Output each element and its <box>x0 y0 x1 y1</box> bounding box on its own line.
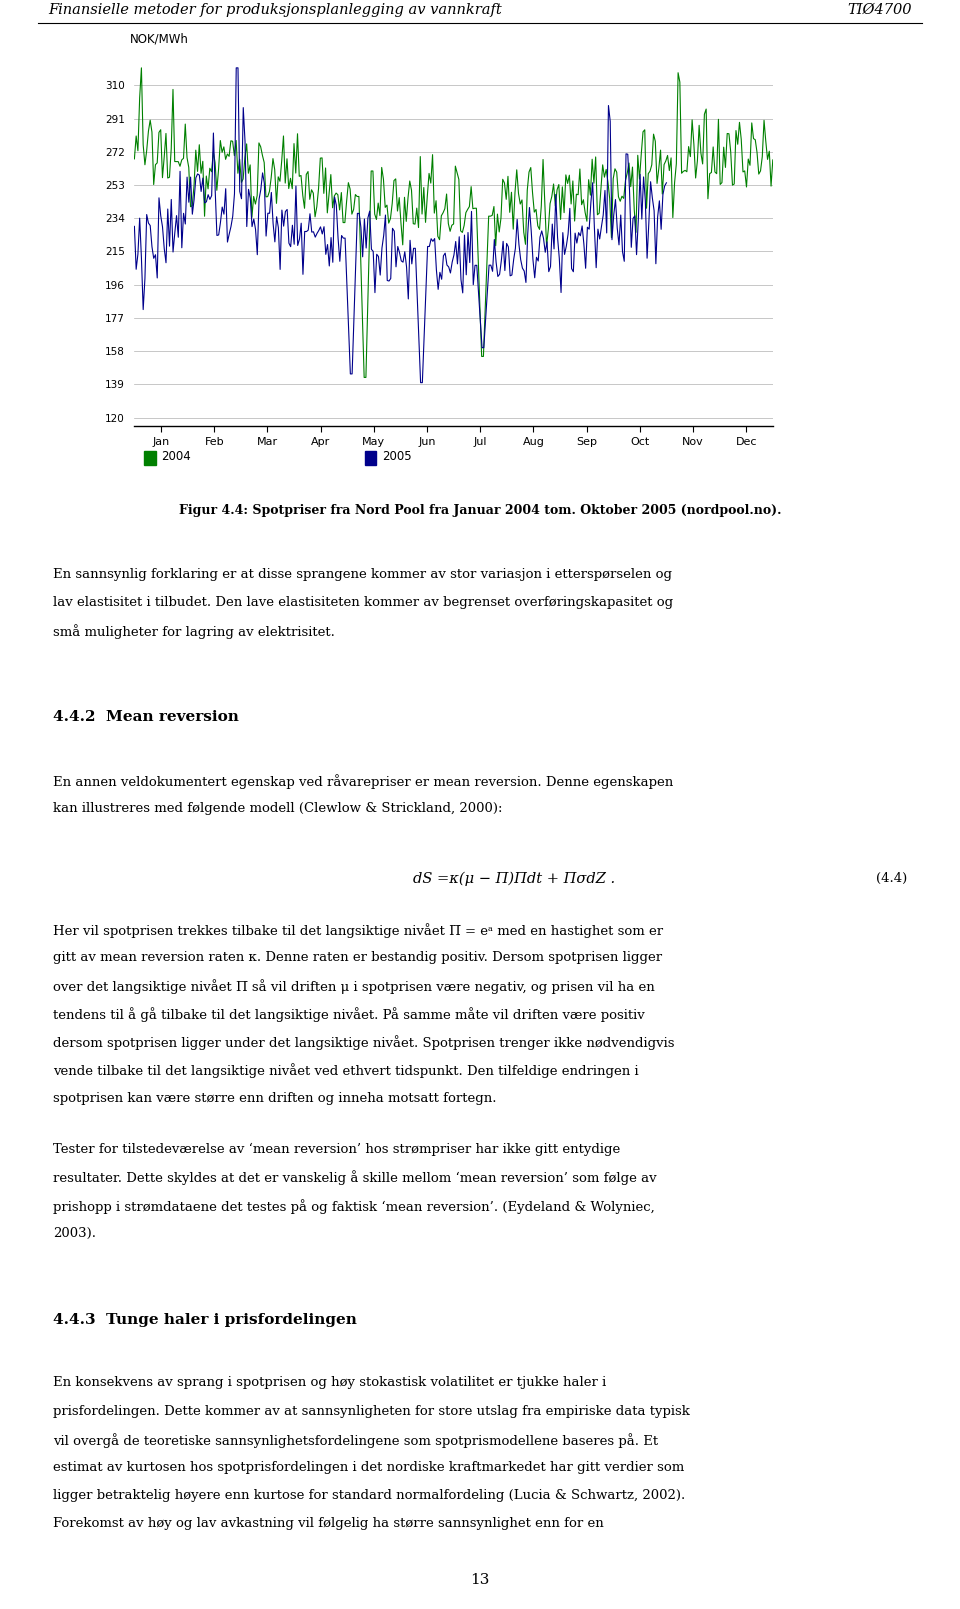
Text: vil overgå de teoretiske sannsynlighetsfordelingene som spotprismodellene basere: vil overgå de teoretiske sannsynlighetsf… <box>53 1434 658 1448</box>
Text: En sannsynlig forklaring er at disse sprangene kommer av stor variasjon i etters: En sannsynlig forklaring er at disse spr… <box>53 568 672 581</box>
Text: små muligheter for lagring av elektrisitet.: små muligheter for lagring av elektrisit… <box>53 624 335 639</box>
Text: 2005: 2005 <box>382 451 412 463</box>
Text: dersom spotprisen ligger under det langsiktige nivået. Spotprisen trenger ikke n: dersom spotprisen ligger under det langs… <box>53 1036 674 1051</box>
Text: 4.4.3  Tunge haler i prisfordelingen: 4.4.3 Tunge haler i prisfordelingen <box>53 1313 357 1327</box>
Text: NOK/MWh: NOK/MWh <box>130 32 188 45</box>
Text: kan illustreres med følgende modell (Clewlow & Strickland, 2000):: kan illustreres med følgende modell (Cle… <box>53 801 502 816</box>
Text: Her vil spotprisen trekkes tilbake til det langsiktige nivået Π̅ = eᵃ med en has: Her vil spotprisen trekkes tilbake til d… <box>53 924 663 938</box>
Text: prishopp i strømdataene det testes på og faktisk ‘mean reversion’. (Eydeland & W: prishopp i strømdataene det testes på og… <box>53 1199 655 1213</box>
Text: Figur 4.4: Spotpriser fra Nord Pool fra Januar 2004 tom. Oktober 2005 (nordpool.: Figur 4.4: Spotpriser fra Nord Pool fra … <box>179 504 781 516</box>
Text: tendens til å gå tilbake til det langsiktige nivået. På samme måte vil driften v: tendens til å gå tilbake til det langsik… <box>53 1007 644 1022</box>
Text: Tester for tilstedeværelse av ‘mean reversion’ hos strømpriser har ikke gitt ent: Tester for tilstedeværelse av ‘mean reve… <box>53 1142 620 1155</box>
Text: 13: 13 <box>470 1574 490 1586</box>
Text: En annen veldokumentert egenskap ved råvarepriser er mean reversion. Denne egens: En annen veldokumentert egenskap ved råv… <box>53 774 673 788</box>
Text: TIØ4700: TIØ4700 <box>848 3 912 16</box>
Text: 2004: 2004 <box>161 451 191 463</box>
Text: 2003).: 2003). <box>53 1228 96 1241</box>
Text: En konsekvens av sprang i spotprisen og høy stokastisk volatilitet er tjukke hal: En konsekvens av sprang i spotprisen og … <box>53 1377 606 1390</box>
Text: estimat av kurtosen hos spotprisfordelingen i det nordiske kraftmarkedet har git: estimat av kurtosen hos spotprisfordelin… <box>53 1461 684 1474</box>
Text: resultater. Dette skyldes at det er vanskelig å skille mellom ‘mean reversion’ s: resultater. Dette skyldes at det er vans… <box>53 1171 657 1186</box>
Text: vende tilbake til det langsiktige nivået ved ethvert tidspunkt. Den tilfeldige e: vende tilbake til det langsiktige nivået… <box>53 1064 638 1078</box>
Text: spotprisen kan være større enn driften og inneha motsatt fortegn.: spotprisen kan være større enn driften o… <box>53 1093 496 1105</box>
Text: dS =κ(μ − Π)Πdt + ΠσdZ .: dS =κ(μ − Π)Πdt + ΠσdZ . <box>413 872 615 887</box>
Text: Finansielle metoder for produksjonsplanlegging av vannkraft: Finansielle metoder for produksjonsplanl… <box>48 3 502 16</box>
Text: over det langsiktige nivået Π̅ så vil driften μ i spotprisen være negativ, og pr: over det langsiktige nivået Π̅ så vil dr… <box>53 978 655 994</box>
Text: lav elastisitet i tilbudet. Den lave elastisiteten kommer av begrenset overførin: lav elastisitet i tilbudet. Den lave ela… <box>53 597 673 610</box>
Text: 4.4.2  Mean reversion: 4.4.2 Mean reversion <box>53 711 239 724</box>
Text: (4.4): (4.4) <box>876 872 907 885</box>
Text: Forekomst av høy og lav avkastning vil følgelig ha større sannsynlighet enn for : Forekomst av høy og lav avkastning vil f… <box>53 1517 604 1530</box>
Text: gitt av mean reversion raten κ. Denne raten er bestandig positiv. Dersom spotpri: gitt av mean reversion raten κ. Denne ra… <box>53 951 662 964</box>
Text: ligger betraktelig høyere enn kurtose for standard normalfordeling (Lucia & Schw: ligger betraktelig høyere enn kurtose fo… <box>53 1490 685 1503</box>
Text: prisfordelingen. Dette kommer av at sannsynligheten for store utslag fra empiris: prisfordelingen. Dette kommer av at sann… <box>53 1405 689 1418</box>
